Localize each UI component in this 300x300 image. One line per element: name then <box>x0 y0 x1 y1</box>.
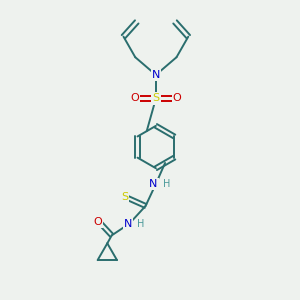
Text: H: H <box>137 219 144 229</box>
Text: O: O <box>94 217 102 227</box>
Text: O: O <box>173 94 182 103</box>
Text: N: N <box>152 70 160 80</box>
Text: S: S <box>121 191 128 202</box>
Text: H: H <box>163 179 170 189</box>
Text: N: N <box>149 179 158 189</box>
Text: O: O <box>130 94 139 103</box>
Text: N: N <box>124 219 132 229</box>
Text: S: S <box>152 94 160 103</box>
